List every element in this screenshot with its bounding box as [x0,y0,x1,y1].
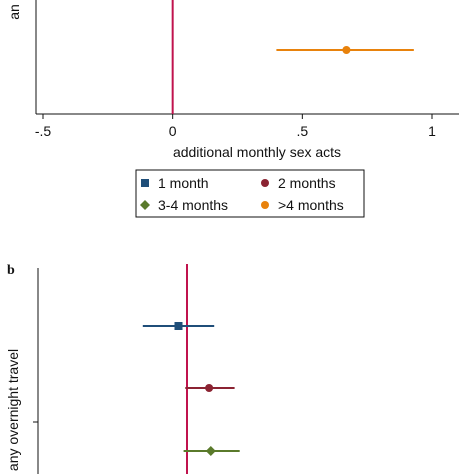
panel-a-y-axis-label: an [6,4,22,20]
legend-label-4-months: >4 months [278,197,344,213]
legend-marker-4-months [261,201,269,209]
panel-b-y-axis-label: any overnight travel [5,349,21,471]
panel-a-series [276,46,414,54]
panel-b-point-2-months [205,384,214,392]
panel-b-series [142,322,240,456]
panel-a: an -.5 0 .5 1 additional monthly sex acts 1… [6,0,459,218]
legend-label-1-month: 1 month [158,175,209,191]
legend-label-3-4-months: 3-4 months [158,197,228,213]
panel-a-x-tick-label: .5 [296,123,308,139]
panel-b-point-1-month [174,322,183,330]
panel-a-x-tick-label: -.5 [35,123,52,139]
legend-marker-1-month [141,179,149,187]
panel-b-letter: b [7,263,15,278]
panel-b-point-3-4-months [205,446,216,456]
panel-a-x-axis-label: additional monthly sex acts [173,144,341,160]
panel-b: b any overnight travel [5,263,240,474]
panel-a-x-tick-label: 0 [169,123,177,139]
panel-a-point-4-months [342,46,351,54]
legend-marker-3-4-months [140,200,150,210]
legend: 1 month 2 months 3-4 months >4 months [135,169,365,218]
panel-a-x-tick-label: 1 [428,123,436,139]
legend-marker-2-months [261,179,269,187]
panel-a-x-ticks: -.5 0 .5 1 [35,114,436,139]
legend-label-2-months: 2 months [278,175,336,191]
legend-box [135,169,365,218]
